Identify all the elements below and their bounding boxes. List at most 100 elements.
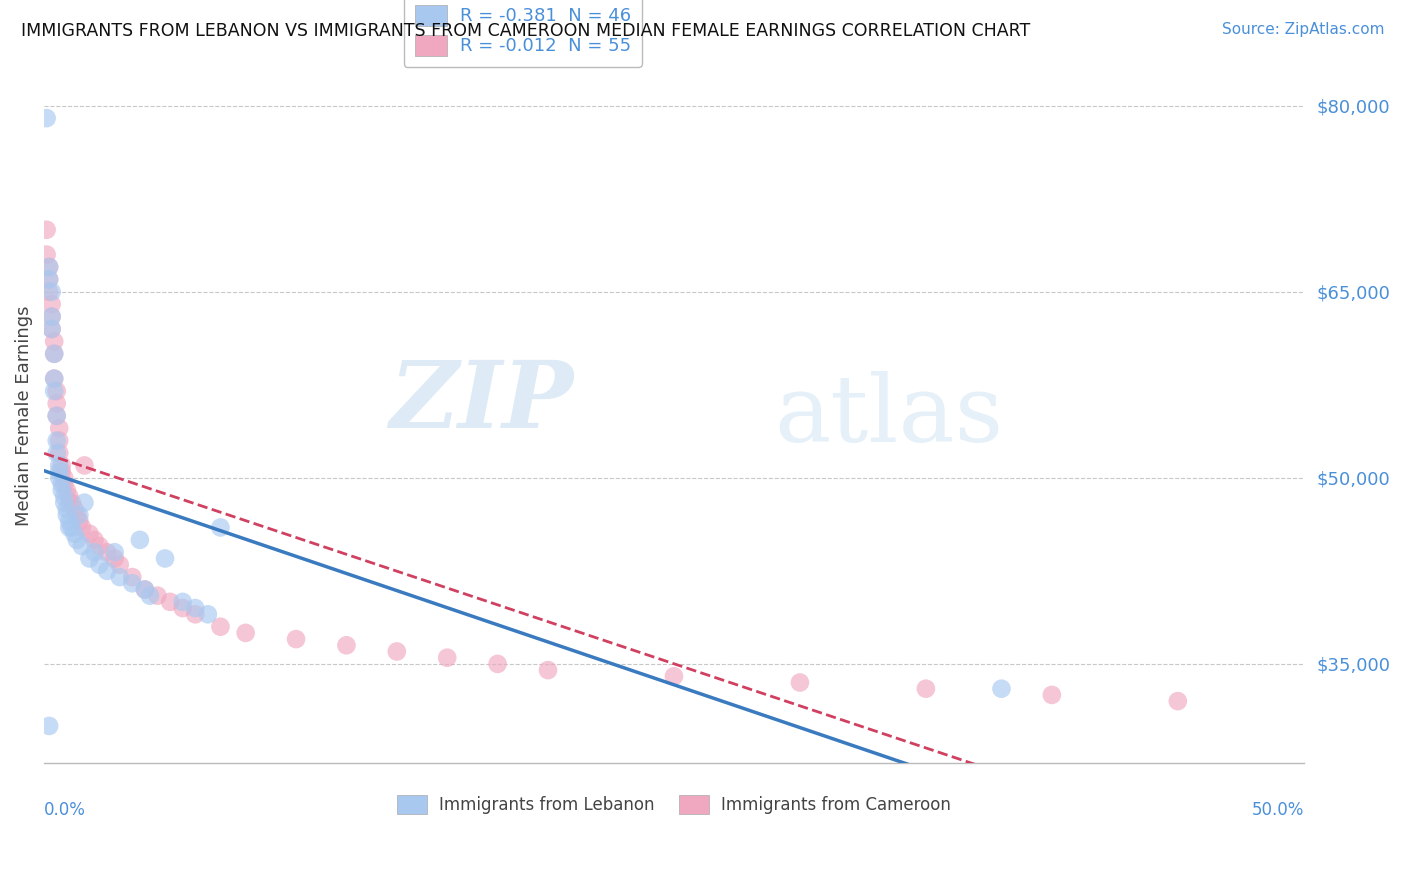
Point (67, 508, 90, 522)
Point (44, 371, 66, 385)
Point (44, 347, 66, 361)
Text: Source: ZipAtlas.com: Source: ZipAtlas.com (1222, 22, 1385, 37)
Point (235, 626, 257, 640)
Point (146, 589, 169, 603)
Point (45, 396, 67, 410)
Point (45, 409, 67, 423)
Point (96, 545, 118, 559)
Point (51, 483, 73, 498)
Point (385, 644, 408, 658)
Point (58, 490, 80, 504)
Point (48, 458, 70, 473)
Point (79, 551, 101, 566)
Point (108, 570, 131, 584)
Text: 0.0%: 0.0% (44, 801, 86, 820)
Point (41, 285, 63, 299)
Point (35, 247, 58, 261)
Point (209, 620, 232, 634)
Point (990, 681, 1012, 696)
Point (108, 558, 131, 572)
Point (60, 496, 83, 510)
Point (48, 434, 70, 448)
Point (58, 514, 80, 528)
Point (184, 601, 207, 615)
Point (66, 533, 89, 547)
Point (38, 260, 60, 274)
Point (41, 310, 63, 324)
Point (134, 582, 156, 597)
Point (51, 458, 73, 473)
Point (41, 322, 63, 336)
Point (58, 496, 80, 510)
Point (436, 650, 458, 665)
Text: 50.0%: 50.0% (1251, 801, 1303, 820)
Text: IMMIGRANTS FROM LEBANON VS IMMIGRANTS FROM CAMEROON MEDIAN FEMALE EARNINGS CORRE: IMMIGRANTS FROM LEBANON VS IMMIGRANTS FR… (21, 22, 1031, 40)
Point (56, 501, 79, 516)
Point (134, 582, 156, 597)
Point (172, 595, 194, 609)
Point (41, 322, 63, 336)
Point (45, 409, 67, 423)
Point (38, 272, 60, 286)
Point (89, 558, 111, 572)
Point (48, 471, 70, 485)
Point (38, 285, 60, 299)
Point (38, 272, 60, 286)
Point (38, 719, 60, 733)
Point (79, 526, 101, 541)
Point (159, 595, 181, 609)
Point (285, 632, 308, 646)
Point (38, 260, 60, 274)
Point (48, 446, 70, 460)
Point (209, 520, 232, 534)
Point (51, 465, 73, 479)
Point (1167, 694, 1189, 708)
Point (153, 551, 176, 566)
Point (45, 434, 67, 448)
Point (172, 601, 194, 615)
Point (44, 384, 66, 398)
Point (35, 223, 58, 237)
Point (63, 501, 86, 516)
Point (44, 347, 66, 361)
Point (73, 458, 96, 473)
Point (63, 526, 86, 541)
Point (104, 545, 127, 559)
Point (48, 465, 70, 479)
Point (53, 490, 76, 504)
Point (41, 297, 63, 311)
Point (60, 520, 83, 534)
Y-axis label: Median Female Earnings: Median Female Earnings (15, 306, 32, 526)
Point (104, 551, 127, 566)
Point (44, 371, 66, 385)
Legend: Immigrants from Lebanon, Immigrants from Cameroon: Immigrants from Lebanon, Immigrants from… (387, 785, 960, 824)
Point (56, 483, 79, 498)
Point (915, 681, 938, 696)
Text: ZIP: ZIP (389, 357, 574, 447)
Point (197, 607, 219, 622)
Point (44, 334, 66, 349)
Point (89, 539, 111, 553)
Point (1040, 688, 1063, 702)
Point (70, 539, 93, 553)
Point (73, 496, 96, 510)
Point (662, 669, 685, 683)
Point (45, 446, 67, 460)
Point (53, 477, 76, 491)
Point (53, 496, 76, 510)
Point (51, 477, 73, 491)
Text: atlas: atlas (775, 371, 1004, 461)
Point (41, 310, 63, 324)
Point (48, 421, 70, 435)
Point (128, 533, 150, 547)
Point (83, 545, 105, 559)
Point (66, 508, 89, 522)
Point (67, 514, 90, 528)
Point (139, 589, 162, 603)
Point (96, 564, 118, 578)
Point (53, 471, 76, 485)
Point (56, 508, 79, 522)
Point (121, 576, 143, 591)
Point (83, 533, 105, 547)
Point (335, 638, 357, 652)
